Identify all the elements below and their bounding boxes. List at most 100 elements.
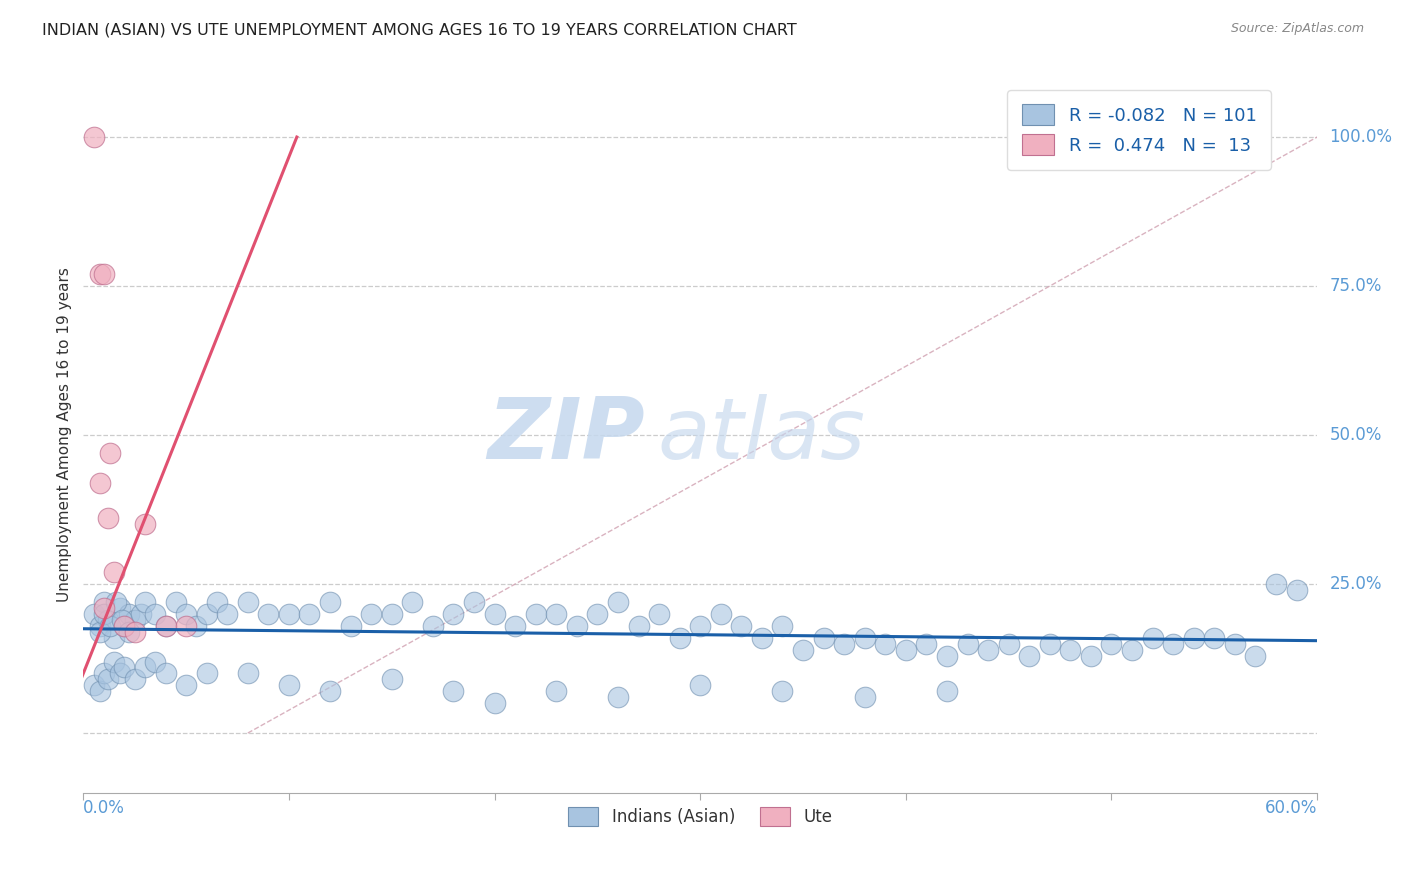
Point (93, 267, 115, 281)
Point (1101, 637, 1123, 651)
Point (997, 637, 1019, 651)
Point (105, 595, 128, 609)
Point (174, 678, 197, 692)
Point (277, 607, 299, 621)
Point (936, 684, 959, 698)
Point (484, 607, 506, 621)
Point (89, 619, 111, 633)
Point (103, 565, 125, 579)
Point (236, 666, 259, 681)
Point (97, 511, 120, 525)
Point (1059, 642, 1081, 657)
Point (155, 666, 177, 681)
Text: 0.0%: 0.0% (83, 798, 125, 816)
Text: 60.0%: 60.0% (1265, 798, 1317, 816)
Point (319, 595, 342, 609)
Point (112, 619, 135, 633)
Point (143, 655, 166, 669)
Point (1161, 637, 1184, 651)
Text: ZIP: ZIP (486, 393, 645, 476)
Point (93, 607, 115, 621)
Point (83, 130, 105, 145)
Point (111, 613, 134, 627)
Point (83, 607, 105, 621)
Point (93, 666, 115, 681)
Text: 100.0%: 100.0% (1330, 128, 1392, 146)
Point (565, 619, 588, 633)
Point (217, 607, 239, 621)
Y-axis label: Unemployment Among Ages 16 to 19 years: Unemployment Among Ages 16 to 19 years (58, 268, 72, 602)
Point (103, 631, 125, 645)
Point (129, 607, 152, 621)
Point (627, 619, 650, 633)
Point (607, 690, 630, 705)
Point (381, 607, 404, 621)
Point (689, 619, 711, 633)
Point (832, 637, 855, 651)
Point (586, 607, 609, 621)
Point (124, 624, 146, 639)
Point (205, 595, 228, 609)
Point (186, 619, 208, 633)
Point (89, 624, 111, 639)
Point (956, 637, 979, 651)
Point (894, 642, 917, 657)
Point (503, 619, 526, 633)
Point (381, 673, 404, 687)
Text: 25.0%: 25.0% (1330, 575, 1382, 593)
Point (1204, 631, 1226, 645)
Text: INDIAN (ASIAN) VS UTE UNEMPLOYMENT AMONG AGES 16 TO 19 YEARS CORRELATION CHART: INDIAN (ASIAN) VS UTE UNEMPLOYMENT AMONG… (42, 22, 797, 37)
Point (524, 607, 547, 621)
Point (1018, 648, 1040, 663)
Point (112, 660, 135, 674)
Point (1265, 577, 1288, 591)
Point (174, 607, 197, 621)
Point (319, 684, 342, 698)
Point (97, 673, 120, 687)
Point (441, 607, 464, 621)
Point (441, 684, 464, 698)
Point (97, 613, 120, 627)
Point (792, 642, 814, 657)
Point (772, 684, 794, 698)
Point (853, 631, 876, 645)
Point (1080, 648, 1102, 663)
Point (155, 619, 177, 633)
Point (98, 619, 121, 633)
Point (484, 696, 506, 710)
Point (93, 595, 115, 609)
Point (143, 607, 166, 621)
Point (89, 475, 111, 490)
Point (977, 642, 1000, 657)
Point (648, 607, 671, 621)
Point (463, 595, 485, 609)
Point (98, 446, 121, 460)
Point (89, 684, 111, 698)
Point (89, 267, 111, 281)
Point (875, 637, 897, 651)
Point (155, 619, 177, 633)
Point (710, 607, 733, 621)
Point (257, 607, 280, 621)
Point (339, 619, 361, 633)
Point (124, 673, 146, 687)
Point (83, 678, 105, 692)
Point (772, 619, 794, 633)
Point (1285, 582, 1308, 597)
Point (936, 648, 959, 663)
Point (853, 690, 876, 705)
Point (165, 595, 187, 609)
Point (915, 637, 938, 651)
Point (93, 600, 115, 615)
Text: Source: ZipAtlas.com: Source: ZipAtlas.com (1230, 22, 1364, 36)
Point (1039, 637, 1062, 651)
Point (195, 607, 218, 621)
Point (195, 666, 218, 681)
Point (401, 595, 423, 609)
Point (1223, 637, 1246, 651)
Text: 50.0%: 50.0% (1330, 426, 1382, 444)
Point (134, 595, 156, 609)
Point (1244, 648, 1267, 663)
Point (1182, 631, 1205, 645)
Legend: Indians (Asian), Ute: Indians (Asian), Ute (560, 798, 841, 834)
